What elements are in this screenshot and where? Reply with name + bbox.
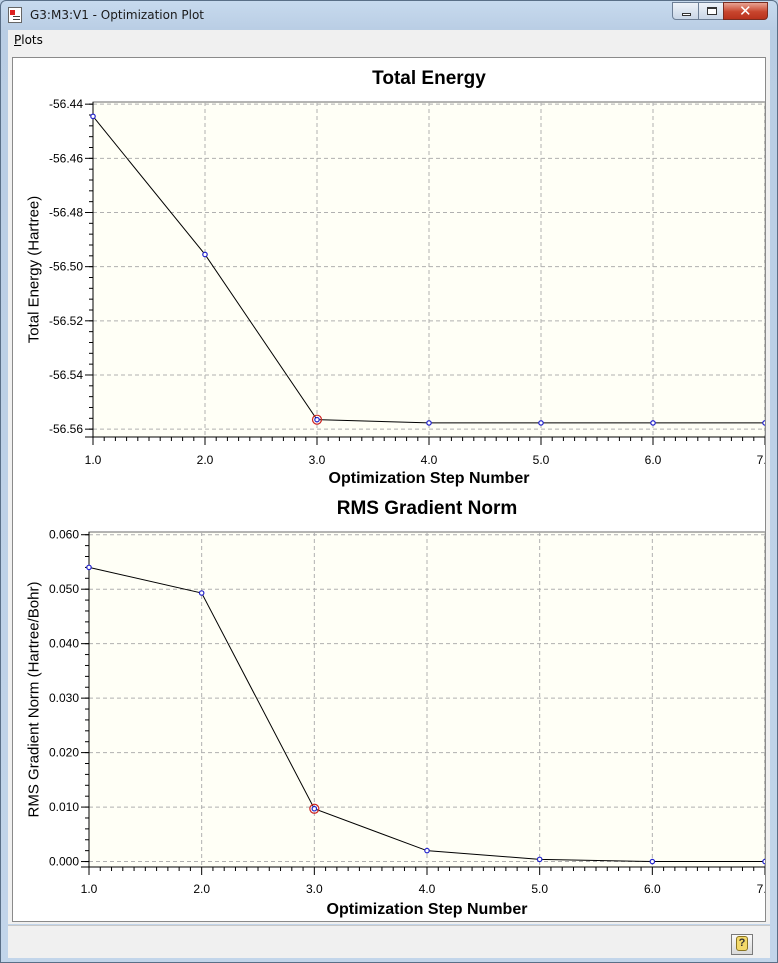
y-tick-label: -56.56 bbox=[49, 422, 83, 436]
x-tick-label: 2.0 bbox=[193, 882, 210, 896]
y-axis-label: Total Energy (Hartree) bbox=[25, 196, 42, 344]
y-tick-label: 0.000 bbox=[49, 855, 79, 869]
x-tick-label: 6.0 bbox=[645, 453, 662, 467]
help-button[interactable]: ? bbox=[731, 934, 753, 955]
maximize-button[interactable] bbox=[698, 2, 724, 20]
current-step-marker bbox=[309, 803, 320, 814]
data-point bbox=[198, 590, 205, 596]
y-tick-label: 0.030 bbox=[49, 691, 79, 705]
y-tick-label: 0.020 bbox=[49, 746, 79, 760]
y-tick-label: 0.010 bbox=[49, 800, 79, 814]
chart-title: RMS Gradient Norm bbox=[337, 498, 518, 519]
data-point bbox=[314, 416, 320, 423]
menu-bar: Plots bbox=[8, 30, 770, 51]
data-point bbox=[86, 564, 92, 571]
x-tick-label: 1.0 bbox=[85, 453, 102, 467]
y-tick-label: 0.040 bbox=[49, 637, 79, 651]
y-tick-label: -56.44 bbox=[49, 97, 83, 111]
x-tick-label: 4.0 bbox=[419, 882, 436, 896]
current-step-marker bbox=[311, 414, 323, 425]
window-title: G3:M3:V1 - Optimization Plot bbox=[30, 8, 205, 22]
data-point bbox=[424, 847, 430, 854]
x-tick-label: 4.0 bbox=[421, 453, 438, 467]
minimize-icon bbox=[682, 13, 691, 16]
y-tick-label: -56.52 bbox=[49, 314, 83, 328]
y-tick-label: -56.50 bbox=[49, 260, 83, 274]
maximize-icon bbox=[707, 7, 717, 15]
x-tick-label: 3.0 bbox=[306, 882, 323, 896]
y-tick-label: -56.48 bbox=[49, 205, 83, 219]
x-tick-label: 5.0 bbox=[533, 453, 550, 467]
x-tick-label: 6.0 bbox=[644, 882, 661, 896]
close-icon: ✕ bbox=[739, 2, 752, 20]
chart-title: Total Energy bbox=[372, 68, 486, 89]
charts-canvas: 1.0 2.0 3.0 4.0 5.0 6.0 7.0 -56.44 -56.46 -56.48 -… bbox=[25, 68, 765, 918]
x-tick-label: 1.0 bbox=[81, 882, 98, 896]
data-point bbox=[90, 113, 96, 120]
y-tick-label: -56.46 bbox=[49, 151, 83, 165]
plot-area bbox=[88, 531, 765, 868]
data-point bbox=[762, 858, 765, 865]
y-axis-label: RMS Gradient Norm (Hartree/Bohr) bbox=[25, 582, 42, 818]
help-icon: ? bbox=[736, 936, 748, 951]
minimize-button[interactable] bbox=[672, 2, 699, 20]
data-point bbox=[426, 420, 432, 426]
data-point bbox=[536, 856, 543, 863]
status-bar: ? bbox=[8, 925, 770, 958]
x-axis-label: Optimization Step Number bbox=[327, 901, 528, 918]
x-axis-label: Optimization Step Number bbox=[329, 470, 530, 487]
x-tick-label: 7.0 bbox=[757, 453, 765, 467]
plot-app-icon bbox=[8, 7, 22, 23]
chart-1: 1.0 2.0 3.0 4.0 5.0 6.0 7.0 -56.44 -56.46 -56.48 -… bbox=[25, 68, 765, 487]
x-tick-label: 5.0 bbox=[531, 882, 548, 896]
close-button[interactable]: ✕ bbox=[723, 2, 768, 20]
x-tick-label: 7.0 bbox=[757, 882, 765, 896]
data-point bbox=[762, 420, 765, 426]
y-tick-label: 0.050 bbox=[49, 582, 79, 596]
title-bar[interactable]: G3:M3:V1 - Optimization Plot ✕ bbox=[1, 1, 777, 29]
chart-panel: 1.0 2.0 3.0 4.0 5.0 6.0 7.0 -56.44 -56.46 -56.48 -… bbox=[12, 57, 766, 922]
menu-item-plots[interactable]: Plots bbox=[14, 33, 43, 47]
data-point bbox=[311, 805, 318, 812]
data-point bbox=[650, 420, 656, 426]
x-tick-label: 3.0 bbox=[309, 453, 326, 467]
client-area: 1.0 2.0 3.0 4.0 5.0 6.0 7.0 -56.44 -56.46 -56.48 -… bbox=[8, 51, 770, 924]
x-tick-label: 2.0 bbox=[197, 453, 214, 467]
chart-2: 1.0 2.0 3.0 4.0 5.0 6.0 7.0 0.060 0.050 0.040 0.03… bbox=[25, 498, 765, 918]
data-point bbox=[202, 251, 208, 258]
data-point bbox=[649, 858, 656, 865]
y-tick-label: -56.54 bbox=[49, 368, 83, 382]
y-tick-label: 0.060 bbox=[49, 528, 79, 542]
data-point bbox=[538, 420, 544, 426]
